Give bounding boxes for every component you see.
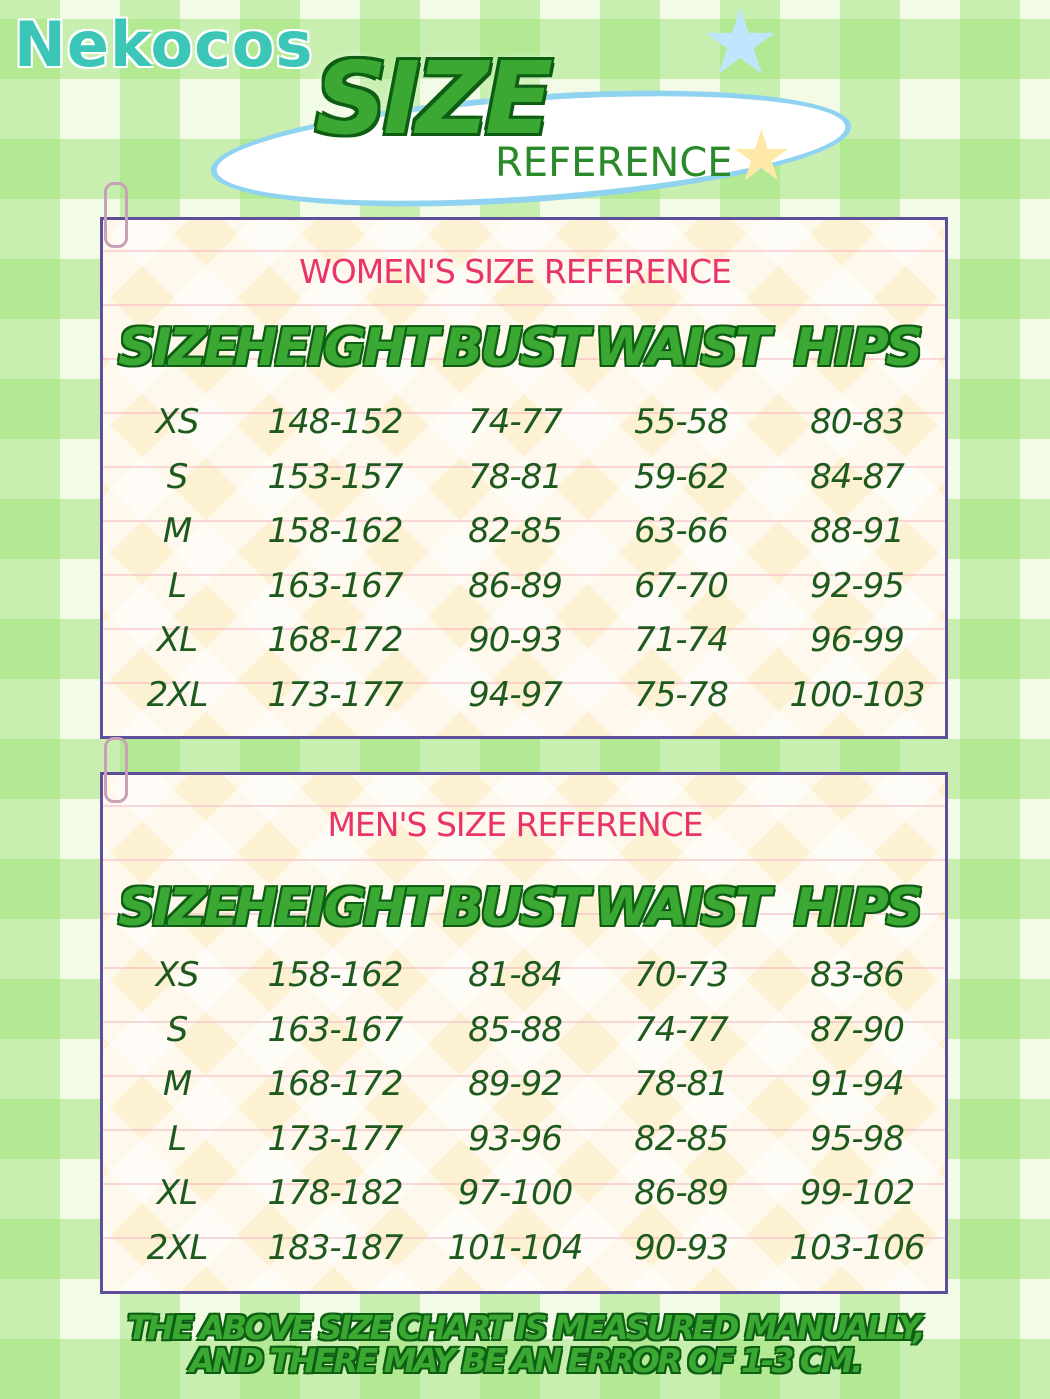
table-cell: S: [166, 1009, 189, 1050]
table-cell: 86-89: [468, 565, 563, 606]
table-cell: 163-167: [267, 1009, 403, 1050]
table-cell: 88-91: [810, 511, 905, 551]
table-cell: XS: [155, 402, 200, 442]
table-cell: XL: [156, 1173, 198, 1213]
column-header: HEIGHT: [233, 878, 439, 938]
column-header: SIZE: [117, 878, 239, 938]
table-cell: 67-70: [634, 565, 729, 606]
column-header: HEIGHT: [233, 318, 439, 378]
size-table: [100, 772, 948, 1294]
table-cell: 97-100: [457, 1173, 573, 1213]
table-cell: 168-172: [267, 620, 403, 660]
table-cell: 183-187: [267, 1227, 403, 1268]
table-cell: 59-62: [634, 456, 729, 497]
table-cell: 82-85: [468, 511, 563, 551]
table-cell: XL: [156, 620, 198, 660]
column-header: HIPS: [793, 318, 923, 378]
table-cell: S: [166, 456, 189, 497]
table-cell: 74-77: [634, 1009, 729, 1050]
table-cell: 158-162: [267, 955, 403, 995]
column-header: BUST: [443, 878, 590, 938]
table-title: MEN'S SIZE REFERENCE: [327, 805, 703, 844]
table-cell: 78-81: [634, 1064, 729, 1104]
table-cell: 173-177: [267, 674, 403, 715]
paper-clip: [104, 182, 128, 248]
table-cell: 101-104: [447, 1227, 583, 1268]
star: ★: [730, 115, 793, 197]
table-cell: 84-87: [810, 456, 905, 497]
table-cell: 90-93: [634, 1227, 729, 1268]
title: SIZE: [315, 40, 553, 157]
table-cell: M: [162, 511, 192, 551]
table-cell: 163-167: [267, 565, 403, 606]
subtitle: REFERENCE: [495, 140, 733, 186]
table-cell: 85-88: [468, 1009, 563, 1050]
table-cell: 86-89: [634, 1173, 729, 1213]
table-cell: 178-182: [267, 1173, 403, 1213]
table-cell: XS: [155, 955, 200, 995]
table-cell: 99-102: [799, 1173, 915, 1213]
table-cell: 168-172: [267, 1064, 403, 1104]
table-cell: 87-90: [810, 1009, 905, 1050]
size-table: [100, 217, 948, 739]
table-cell: 74-77: [468, 402, 563, 442]
table-cell: 96-99: [810, 620, 905, 660]
table-cell: 158-162: [267, 511, 403, 551]
table-cell: 71-74: [634, 620, 729, 660]
table-cell: 81-84: [468, 955, 563, 995]
table-title: WOMEN'S SIZE REFERENCE: [299, 252, 732, 291]
table-cell: 92-95: [810, 565, 905, 606]
table-cell: 94-97: [468, 674, 563, 715]
table-cell: 75-78: [634, 674, 729, 715]
column-header: WAIST: [594, 318, 770, 378]
table-cell: 78-81: [468, 456, 563, 497]
table-cell: 93-96: [468, 1118, 563, 1159]
brand: Nekocos: [14, 8, 314, 81]
column-header: SIZE: [117, 318, 239, 378]
footer-note: AND THERE MAY BE AN ERROR OF 1-3 CM.: [189, 1341, 863, 1380]
star: ★: [700, 0, 781, 95]
table-cell: 83-86: [810, 955, 905, 995]
table-cell: 100-103: [789, 674, 925, 715]
column-header: HIPS: [793, 878, 923, 938]
paper-clip: [104, 737, 128, 803]
table-cell: M: [162, 1064, 192, 1104]
table-cell: 80-83: [810, 402, 905, 442]
table-cell: 89-92: [468, 1064, 563, 1104]
column-header: WAIST: [594, 878, 770, 938]
table-cell: 2XL: [146, 1227, 209, 1268]
table-cell: 148-152: [267, 402, 403, 442]
table-cell: 82-85: [634, 1118, 729, 1159]
table-cell: 70-73: [634, 955, 729, 995]
footer-note: THE ABOVE SIZE CHART IS MEASURED MANUALL…: [127, 1308, 925, 1347]
table-cell: 95-98: [810, 1118, 905, 1159]
column-header: BUST: [443, 318, 590, 378]
table-cell: 91-94: [810, 1064, 905, 1104]
table-cell: 153-157: [267, 456, 403, 497]
table-cell: 63-66: [634, 511, 729, 551]
table-cell: L: [168, 1118, 187, 1159]
table-cell: L: [168, 565, 187, 606]
table-cell: 103-106: [789, 1227, 925, 1268]
table-cell: 2XL: [146, 674, 209, 715]
table-cell: 173-177: [267, 1118, 403, 1159]
table-cell: 55-58: [634, 402, 729, 442]
table-cell: 90-93: [468, 620, 563, 660]
